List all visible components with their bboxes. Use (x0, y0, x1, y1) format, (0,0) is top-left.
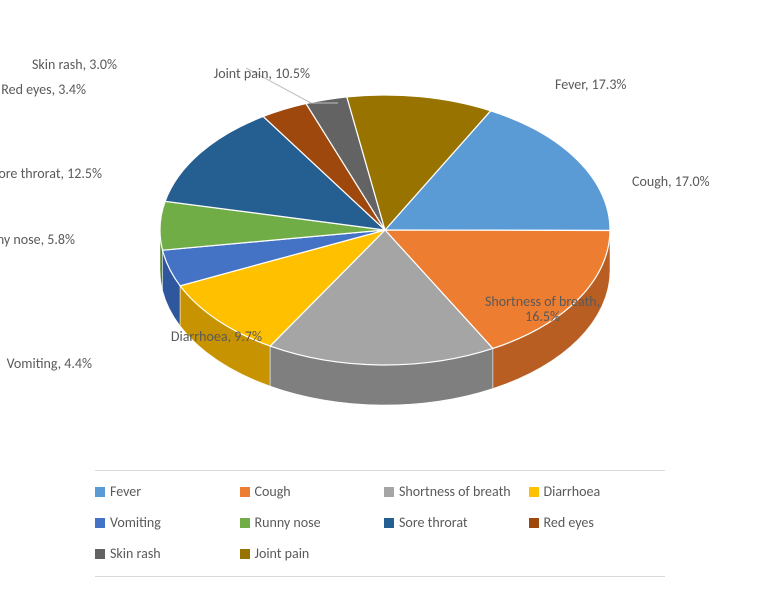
legend-label: Fever (110, 483, 141, 500)
legend-swatch (384, 487, 394, 497)
legend-item: Fever (95, 483, 232, 500)
slice-label: Fever, 17.3% (555, 78, 626, 93)
legend-swatch (384, 518, 394, 528)
legend-label: Red eyes (544, 514, 594, 531)
legend: Fever Cough Shortness of breath Diarrhoea Vo… (95, 470, 665, 577)
legend-item: Runny nose (240, 514, 377, 531)
legend-swatch (240, 518, 250, 528)
legend-item: Diarrhoea (529, 483, 666, 500)
legend-label: Vomiting (110, 514, 161, 531)
legend-item: Vomiting (95, 514, 232, 531)
legend-item: Red eyes (529, 514, 666, 531)
slice-label: Diarrhoea, 9.7% (171, 330, 262, 345)
slice-label: Shortness of breath,16.5% (485, 295, 600, 324)
legend-swatch (95, 487, 105, 497)
legend-label: Skin rash (110, 545, 161, 562)
legend-swatch (95, 549, 105, 559)
legend-label: Joint pain (255, 545, 310, 562)
slice-label: Vomiting, 4.4% (7, 357, 92, 372)
slice-label: Red eyes, 3.4% (1, 83, 86, 98)
legend-item: Shortness of breath (384, 483, 521, 500)
legend-swatch (529, 487, 539, 497)
slice-label: Joint pain, 10.5% (214, 67, 310, 82)
legend-label: Shortness of breath (399, 483, 511, 500)
slice-label: Skin rash, 3.0% (32, 58, 117, 73)
legend-swatch (529, 518, 539, 528)
pie-chart: Fever, 17.3% Cough, 17.0% Shortness of bre… (0, 0, 759, 450)
legend-swatch (240, 487, 250, 497)
legend-label: Runny nose (255, 514, 321, 531)
legend-item: Skin rash (95, 545, 232, 562)
slice-label: Sore throrat, 12.5% (0, 167, 102, 182)
legend-label: Cough (255, 483, 291, 500)
legend-item: Sore throrat (384, 514, 521, 531)
legend-label: Diarrhoea (544, 483, 601, 500)
slice-label: Runny nose, 5.8% (0, 233, 75, 248)
legend-item: Joint pain (240, 545, 377, 562)
legend-swatch (240, 549, 250, 559)
legend-item: Cough (240, 483, 377, 500)
legend-swatch (95, 518, 105, 528)
slice-label: Cough, 17.0% (632, 175, 710, 190)
legend-label: Sore throrat (399, 514, 468, 531)
